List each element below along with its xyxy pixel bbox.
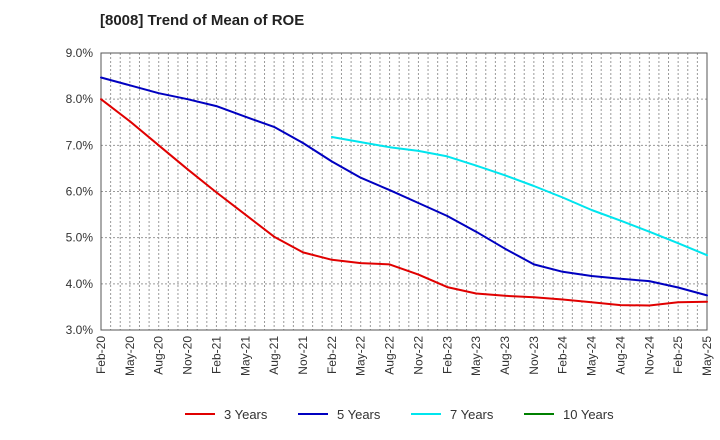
x-tick-label: Feb-21 [209,336,223,374]
x-tick-label: May-21 [238,336,252,376]
x-tick-label: Aug-21 [267,336,281,375]
legend-label: 7 Years [450,407,494,422]
x-tick-label: Nov-20 [181,336,195,375]
x-tick-label: Nov-21 [296,336,310,375]
x-tick-label: Feb-22 [325,336,339,374]
x-tick-label: May-25 [700,336,714,376]
x-tick-label: Nov-24 [642,336,656,375]
x-tick-label: Aug-23 [498,336,512,375]
y-tick-label: 3.0% [66,323,94,337]
x-tick-label: May-22 [354,336,368,376]
x-tick-label: May-20 [123,336,137,376]
y-tick-label: 5.0% [66,231,94,245]
x-tick-label: Aug-24 [613,336,627,375]
legend-label: 10 Years [563,407,614,422]
x-tick-label: May-23 [469,336,483,376]
y-tick-label: 6.0% [66,185,94,199]
x-tick-label: May-24 [585,336,599,376]
x-tick-label: Feb-25 [671,336,685,374]
chart-title: [8008] Trend of Mean of ROE [100,12,305,29]
legend-label: 5 Years [337,407,381,422]
x-tick-label: Nov-22 [411,336,425,375]
x-tick-label: Feb-20 [94,336,108,374]
y-tick-label: 8.0% [66,92,94,106]
y-tick-label: 4.0% [66,277,94,291]
x-tick-label: Feb-23 [440,336,454,374]
x-tick-label: Aug-22 [383,336,397,375]
series-line-7-years [330,136,708,257]
x-tick-label: Feb-24 [556,336,570,374]
y-tick-label: 7.0% [66,138,94,152]
legend-label: 3 Years [224,407,268,422]
series-line-3-years [100,98,708,307]
x-tick-label: Aug-20 [152,336,166,375]
plot-area-border [100,52,708,331]
x-tick-label: Nov-23 [527,336,541,375]
y-tick-label: 9.0% [66,46,94,60]
series-line-5-years [100,76,708,297]
